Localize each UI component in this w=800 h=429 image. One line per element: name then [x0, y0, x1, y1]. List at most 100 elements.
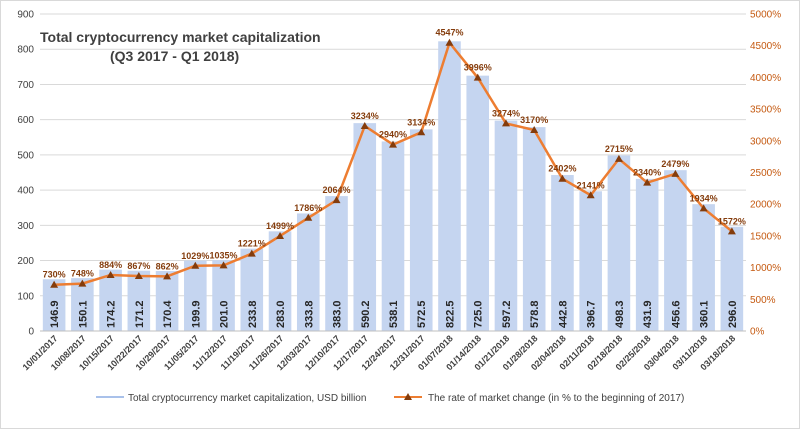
bar: [466, 75, 490, 331]
line-marker: [501, 119, 510, 127]
legend-line-marker: [404, 393, 412, 400]
line-marker: [614, 154, 623, 162]
line-marker: [332, 196, 341, 204]
left-tick-label: 900: [17, 10, 34, 21]
line-marker: [219, 261, 228, 269]
bar-value-label: 383.0: [332, 300, 344, 328]
left-tick-label: 500: [17, 150, 34, 161]
bar: [551, 175, 574, 331]
right-tick-label: 1000%: [750, 263, 781, 274]
line-marker: [530, 126, 539, 134]
line-value-label: 2141%: [577, 180, 605, 190]
bar-value-label: 590.2: [360, 300, 372, 328]
bar: [268, 231, 292, 331]
line-value-label: 1786%: [294, 203, 322, 213]
bar-value-label: 201.0: [219, 300, 231, 328]
bar: [184, 260, 207, 331]
line-value-label: 748%: [71, 269, 94, 279]
bar-value-label: 498.3: [614, 300, 626, 328]
line-value-label: 884%: [99, 260, 122, 270]
line-value-label: 2064%: [323, 185, 351, 195]
left-tick-label: 100: [17, 291, 34, 302]
left-tick-label: 200: [17, 256, 34, 267]
line-value-label: 3234%: [351, 111, 379, 121]
bar-value-label: 456.6: [670, 300, 682, 328]
left-tick-label: 600: [17, 115, 34, 126]
line-series: 730% 748% 884% 867% 862%1029% 1035%1221%1499%…: [43, 28, 746, 288]
right-tick-label: 3000%: [750, 136, 781, 147]
bar-value-label: 572.5: [416, 300, 428, 328]
line-value-label: 3170%: [520, 115, 548, 125]
line-value-label: 3134%: [407, 117, 435, 127]
bar: [720, 226, 744, 331]
line-marker: [163, 272, 172, 280]
left-tick-label: 800: [17, 45, 34, 56]
bar: [692, 204, 715, 331]
bar-value-label: 396.7: [586, 300, 598, 328]
line-marker: [558, 174, 567, 182]
line-marker: [191, 261, 200, 269]
line-marker: [276, 231, 285, 239]
line-marker: [304, 213, 313, 221]
line-value-label: 2479%: [661, 159, 689, 169]
bar-value-label: 538.1: [388, 300, 400, 328]
bar-value-label: 199.9: [190, 300, 202, 328]
right-tick-label: 4000%: [750, 73, 781, 84]
right-axis: 0% 500% 1000% 1500% 2000% 2500% 3000% 3500% 4000…: [750, 10, 781, 338]
bar-value-label: 296.0: [727, 300, 739, 328]
line-marker: [106, 270, 115, 278]
left-axis: 0 100 200 300 400 500 600 700 800 900: [17, 10, 34, 338]
legend-line-label: The rate of market change (in % to the b…: [428, 393, 684, 404]
bar-value-label: 442.8: [557, 300, 569, 328]
legend: Total cryptocurrency market capitalizati…: [96, 393, 684, 404]
right-tick-label: 4500%: [750, 41, 781, 52]
line-marker: [247, 249, 256, 257]
bar: [71, 278, 94, 331]
bar: [212, 260, 235, 331]
bar-value-label: 170.4: [162, 300, 174, 328]
line-value-label: 1221%: [238, 239, 266, 249]
right-tick-label: 2500%: [750, 168, 781, 179]
bar-value-label: 233.8: [247, 300, 259, 328]
line-value-label: 867%: [127, 261, 150, 271]
line-value-label: 1035%: [210, 250, 238, 260]
line-marker: [671, 169, 680, 177]
bar: [635, 178, 659, 331]
bar: [579, 191, 602, 331]
bar-value-label: 150.1: [77, 300, 89, 328]
bar-value-label: 333.8: [303, 300, 315, 328]
bar: [353, 123, 377, 332]
line-marker: [445, 38, 454, 46]
bar-value-label: 725.0: [473, 300, 485, 328]
bar-value-label: 431.9: [642, 300, 654, 328]
right-tick-label: 0%: [750, 327, 765, 338]
bar: [381, 141, 405, 331]
line-marker: [134, 272, 143, 280]
line-value-label: 1029%: [181, 251, 209, 261]
bar-value-label: 174.2: [106, 300, 118, 328]
line-value-label: 730%: [43, 270, 66, 280]
bar: [99, 269, 122, 331]
line-value-label: 862%: [156, 261, 179, 271]
chart-subtitle: (Q3 2017 - Q1 2018): [110, 48, 239, 64]
right-tick-label: 3500%: [750, 105, 781, 116]
right-tick-label: 5000%: [750, 10, 781, 21]
bar: [494, 120, 518, 331]
line-value-label: 1499%: [266, 221, 294, 231]
line-marker: [586, 191, 595, 199]
left-tick-label: 0: [28, 327, 34, 338]
line-marker: [50, 280, 59, 288]
line-value-label: 2940%: [379, 130, 407, 140]
bar: [325, 196, 348, 331]
left-tick-label: 300: [17, 221, 34, 232]
bar-series: 146.9 150.1 174.2 171.2 170.4 199.9 201.0 233.8…: [42, 41, 744, 332]
line-marker: [417, 128, 426, 136]
bar: [522, 127, 546, 331]
bar: [127, 270, 151, 331]
line-marker: [699, 204, 708, 212]
bar: [607, 155, 631, 331]
bar-value-label: 360.1: [699, 300, 711, 328]
left-tick-label: 700: [17, 80, 34, 91]
line-marker: [360, 121, 369, 129]
